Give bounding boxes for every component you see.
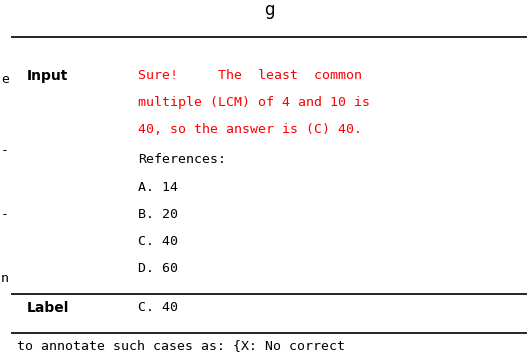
Text: -: - — [1, 144, 9, 157]
Text: A. 14: A. 14 — [138, 181, 177, 194]
Text: C. 40: C. 40 — [138, 301, 177, 314]
Text: 40, so the answer is (C) 40.: 40, so the answer is (C) 40. — [138, 123, 362, 136]
Text: D. 60: D. 60 — [138, 262, 177, 275]
Text: Input: Input — [27, 69, 68, 82]
Text: e: e — [1, 73, 9, 86]
Text: to annotate such cases as: {X: No correct: to annotate such cases as: {X: No correc… — [16, 339, 345, 352]
Text: multiple (LCM) of 4 and 10 is: multiple (LCM) of 4 and 10 is — [138, 96, 370, 109]
Text: Sure!     The  least  common: Sure! The least common — [138, 69, 362, 81]
Text: g: g — [264, 1, 274, 19]
Text: References:: References: — [138, 153, 225, 166]
Text: Label: Label — [27, 301, 69, 315]
Text: B. 20: B. 20 — [138, 208, 177, 221]
Text: -: - — [1, 208, 9, 221]
Text: n: n — [1, 272, 9, 285]
Text: C. 40: C. 40 — [138, 235, 177, 248]
